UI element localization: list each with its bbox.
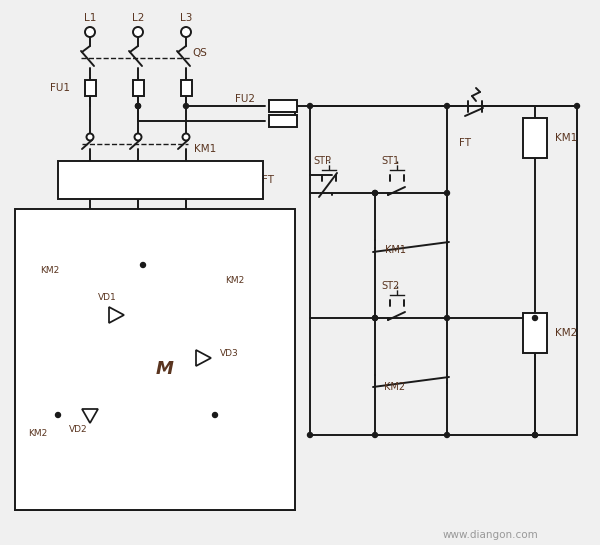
Text: KM2: KM2 (40, 265, 59, 275)
Text: ST2: ST2 (381, 281, 399, 291)
Polygon shape (196, 350, 211, 366)
Circle shape (533, 433, 538, 438)
Circle shape (445, 433, 449, 438)
Text: L1: L1 (84, 13, 96, 23)
Polygon shape (109, 307, 124, 323)
Circle shape (308, 433, 313, 438)
Text: www.diangon.com: www.diangon.com (442, 530, 538, 540)
Text: L3: L3 (180, 13, 192, 23)
Text: KM1: KM1 (555, 133, 577, 143)
Text: FT: FT (459, 138, 471, 148)
Text: KM2: KM2 (225, 276, 244, 284)
Polygon shape (82, 409, 98, 423)
Bar (85, 80, 96, 96)
Text: QS: QS (193, 48, 208, 58)
Circle shape (445, 104, 449, 108)
Circle shape (136, 104, 140, 108)
Text: L2: L2 (132, 13, 144, 23)
Text: VD2: VD2 (68, 426, 88, 434)
Circle shape (445, 191, 449, 196)
Circle shape (373, 191, 377, 196)
Circle shape (182, 134, 190, 141)
Circle shape (134, 134, 142, 141)
Bar (181, 80, 192, 96)
Bar (269, 115, 297, 127)
Text: KM2: KM2 (555, 328, 577, 338)
Circle shape (373, 433, 377, 438)
Text: FU2: FU2 (235, 94, 255, 104)
Bar (269, 100, 297, 112)
Circle shape (140, 263, 146, 268)
Circle shape (212, 413, 218, 417)
Bar (133, 80, 144, 96)
Circle shape (373, 316, 377, 320)
Circle shape (86, 134, 94, 141)
Circle shape (181, 27, 191, 37)
Text: M: M (156, 360, 174, 378)
Bar (523, 313, 547, 353)
Text: KM2: KM2 (28, 428, 47, 438)
Circle shape (533, 433, 538, 438)
Text: FU1: FU1 (50, 83, 70, 93)
Circle shape (533, 316, 538, 320)
Circle shape (85, 27, 95, 37)
Text: KM2: KM2 (385, 382, 406, 392)
Circle shape (575, 104, 580, 108)
Circle shape (133, 27, 143, 37)
Text: ST1: ST1 (381, 156, 399, 166)
Circle shape (136, 104, 140, 108)
Circle shape (373, 316, 377, 320)
Text: STP: STP (313, 156, 331, 166)
Circle shape (373, 191, 377, 196)
Text: KM1: KM1 (194, 144, 216, 154)
Circle shape (184, 104, 188, 108)
Text: VD3: VD3 (220, 348, 239, 358)
Text: KM1: KM1 (385, 245, 406, 255)
Circle shape (308, 104, 313, 108)
Bar (15, 209, 295, 510)
Text: VD1: VD1 (98, 293, 116, 301)
Text: FT: FT (262, 175, 274, 185)
Circle shape (445, 316, 449, 320)
Bar (58, 161, 263, 199)
Bar (523, 118, 547, 158)
Circle shape (56, 413, 61, 417)
